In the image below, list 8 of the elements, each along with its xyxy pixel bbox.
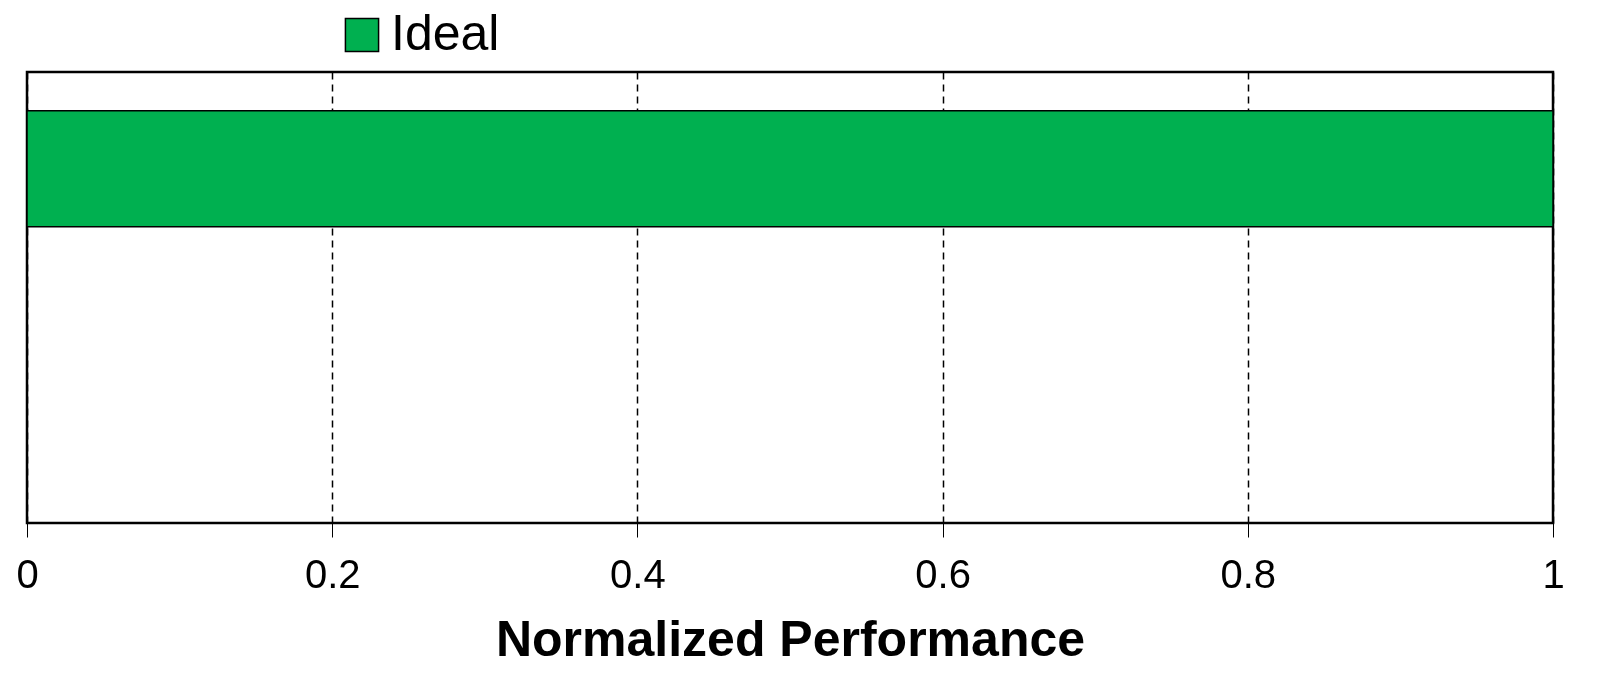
x-tick-label: 0 <box>16 551 39 596</box>
x-tick-label: 0.4 <box>610 551 666 596</box>
x-tick-label: 0.8 <box>1220 551 1277 596</box>
legend-label: Ideal <box>391 5 500 61</box>
x-axis-title: Normalized Performance <box>495 610 1086 667</box>
x-tick-label: 1 <box>1542 551 1565 596</box>
x-tick-label: 0.2 <box>304 551 361 596</box>
x-tick-label: 0.6 <box>915 551 971 596</box>
